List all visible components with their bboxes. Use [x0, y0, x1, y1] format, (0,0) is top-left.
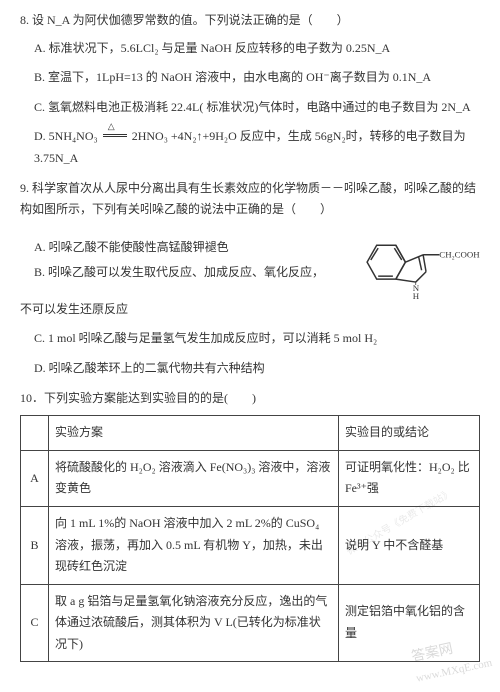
table-row: C 取 a g 铝箔与足量氢氧化钠溶液充分反应，逸出的气体通过浓硫酸后，测其体积…	[21, 584, 480, 662]
row-label: B	[21, 506, 49, 584]
table-row: B 向 1 mL 1%的 NaOH 溶液中加入 2 mL 2%的 CuSO₄ 溶…	[21, 506, 480, 584]
row-plan: 将硫酸酸化的 H₂O₂ 溶液滴入 Fe(NO₃)₃ 溶液中，溶液变黄色	[49, 450, 339, 506]
row-conclusion: 测定铝箔中氧化铝的含量	[339, 584, 480, 662]
q8-option-a: A. 标准状况下，5.6LCl₂ 与足量 NaOH 反应转移的电子数为 0.25…	[34, 38, 480, 60]
row-conclusion: 说明 Y 中不含醛基	[339, 506, 480, 584]
q10-table: 实验方案 实验目的或结论 A 将硫酸酸化的 H₂O₂ 溶液滴入 Fe(NO₃)₃…	[20, 415, 480, 662]
indoleacetic-acid-structure: N H CH₂COOH	[350, 229, 480, 299]
q9-option-b-line2: 不可以发生还原反应	[20, 299, 480, 321]
q10-stem: 10．下列实验方案能达到实验目的的是( )	[20, 388, 480, 410]
q9-option-d: D. 吲哚乙酸苯环上的二氯代物共有六种结构	[34, 358, 480, 380]
row-conclusion: 可证明氧化性：H₂O₂ 比 Fe³⁺强	[339, 450, 480, 506]
row-plan: 取 a g 铝箔与足量氢氧化钠溶液充分反应，逸出的气体通过浓硫酸后，测其体积为 …	[49, 584, 339, 662]
header-conclusion: 实验目的或结论	[339, 416, 480, 451]
table-header-row: 实验方案 实验目的或结论	[21, 416, 480, 451]
header-blank	[21, 416, 49, 451]
q9-stem: 9. 科学家首次从人尿中分离出具有生长素效应的化学物质－－吲哚乙酸，吲哚乙酸的结…	[20, 178, 480, 221]
q9-option-b-line1: B. 吲哚乙酸可以发生取代反应、加成反应、氧化反应，	[34, 262, 344, 284]
row-plan: 向 1 mL 1%的 NaOH 溶液中加入 2 mL 2%的 CuSO₄ 溶液，…	[49, 506, 339, 584]
q8-d-post: 2HNO₃ +4N₂↑+9H₂O 反应中，生成 56gN₂时，转移的电子数目为 …	[34, 129, 466, 165]
reaction-arrow-icon: △	[101, 126, 129, 148]
row-label: C	[21, 584, 49, 662]
svg-text:H: H	[413, 291, 420, 299]
header-plan: 实验方案	[49, 416, 339, 451]
row-label: A	[21, 450, 49, 506]
q8-stem: 8. 设 N_A 为阿伏伽德罗常数的值。下列说法正确的是（ ）	[20, 10, 480, 32]
table-row: A 将硫酸酸化的 H₂O₂ 溶液滴入 Fe(NO₃)₃ 溶液中，溶液变黄色 可证…	[21, 450, 480, 506]
q8-d-pre: D. 5NH₄NO₃	[34, 129, 98, 143]
q9-option-a: A. 吲哚乙酸不能使酸性高锰酸钾褪色	[34, 237, 344, 259]
svg-text:CH₂COOH: CH₂COOH	[439, 249, 480, 259]
q9-option-c: C. 1 mol 吲哚乙酸与足量氢气发生加成反应时，可以消耗 5 mol H₂	[34, 328, 480, 350]
q8-option-b: B. 室温下，1LpH=13 的 NaOH 溶液中，由水电离的 OH⁻离子数目为…	[34, 67, 480, 89]
q8-option-c: C. 氢氧燃料电池正极消耗 22.4L( 标准状况)气体时，电路中通过的电子数目…	[34, 97, 480, 119]
q8-option-d: D. 5NH₄NO₃ △ 2HNO₃ +4N₂↑+9H₂O 反应中，生成 56g…	[34, 126, 480, 169]
